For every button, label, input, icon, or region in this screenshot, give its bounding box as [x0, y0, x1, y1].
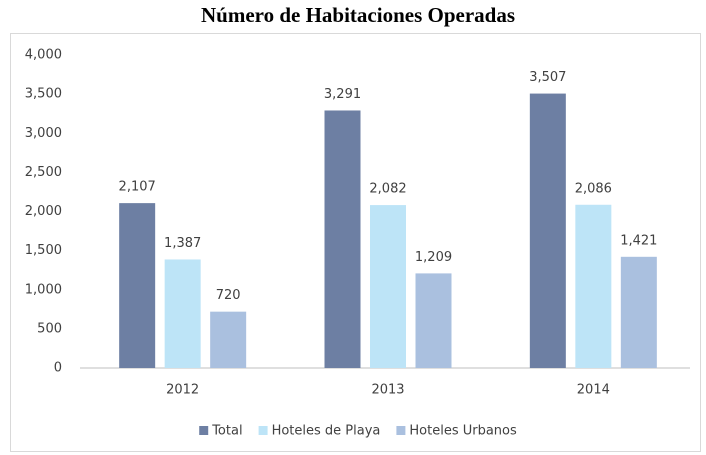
bar: [164, 259, 201, 368]
bar: [575, 204, 612, 368]
bar: [620, 256, 657, 368]
data-label: 2,107: [119, 180, 156, 195]
bar: [415, 273, 452, 368]
legend-label: Total: [211, 424, 242, 439]
chart-border: [10, 33, 701, 452]
legend-swatch: [396, 426, 406, 435]
data-label: 1,421: [620, 233, 657, 248]
x-tick-label: 2013: [371, 383, 404, 398]
data-label: 1,209: [415, 250, 452, 265]
y-tick-label: 1,500: [25, 243, 62, 258]
y-tick-label: 0: [54, 361, 62, 376]
legend-label: Hoteles de Playa: [272, 424, 381, 439]
bar: [119, 203, 156, 368]
bar: [324, 110, 361, 368]
y-tick-label: 4,000: [25, 48, 62, 63]
y-tick-label: 500: [37, 321, 62, 336]
x-tick-label: 2012: [166, 383, 199, 398]
data-label: 720: [216, 288, 241, 303]
legend-swatch: [258, 426, 268, 435]
data-label: 2,086: [575, 181, 612, 196]
data-label: 3,291: [324, 87, 361, 102]
y-tick-label: 2,000: [25, 204, 62, 219]
x-tick-label: 2014: [577, 383, 610, 398]
data-label: 2,082: [369, 182, 406, 197]
y-tick-label: 2,500: [25, 165, 62, 180]
data-label: 1,387: [164, 236, 201, 251]
data-label: 3,507: [529, 70, 566, 85]
y-tick-label: 3,000: [25, 126, 62, 141]
legend-swatch: [199, 426, 209, 435]
bar: [370, 205, 406, 368]
y-tick-label: 1,000: [25, 282, 62, 297]
legend-label: Hoteles Urbanos: [409, 424, 517, 439]
bar: [529, 93, 566, 369]
bar: [210, 311, 247, 368]
chart-title: Número de Habitaciones Operadas: [201, 3, 515, 27]
y-tick-label: 3,500: [25, 87, 62, 102]
